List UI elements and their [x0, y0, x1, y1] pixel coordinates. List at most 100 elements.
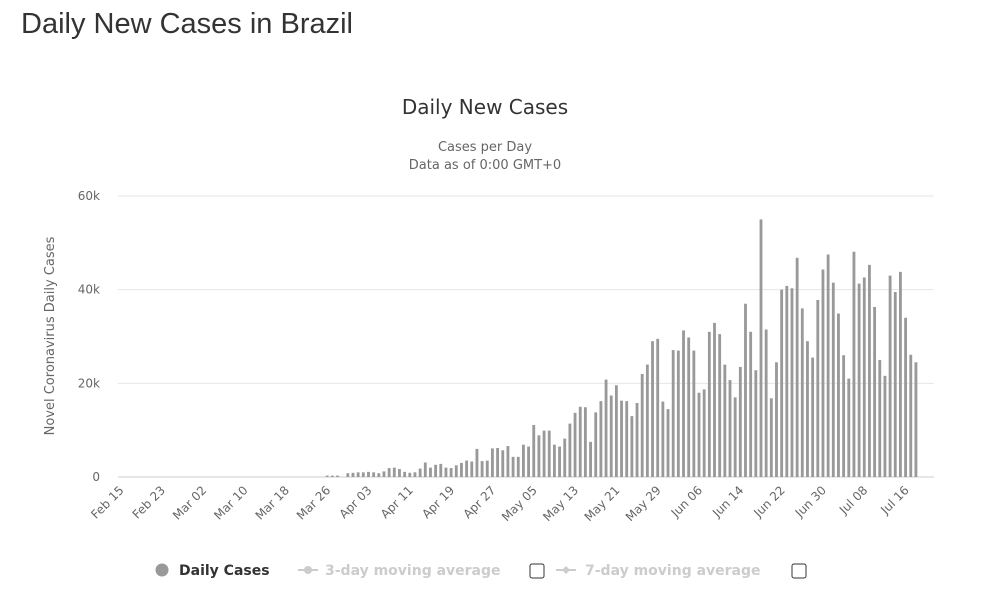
- bar[interactable]: [434, 464, 438, 477]
- bar[interactable]: [893, 292, 897, 477]
- bar[interactable]: [744, 303, 747, 477]
- bar[interactable]: [831, 282, 835, 477]
- bar[interactable]: [413, 472, 417, 477]
- bar[interactable]: [377, 473, 381, 477]
- bar[interactable]: [604, 379, 608, 477]
- bar[interactable]: [418, 468, 422, 477]
- bar[interactable]: [754, 370, 758, 477]
- bar[interactable]: [857, 283, 861, 477]
- bar[interactable]: [429, 467, 432, 477]
- bar[interactable]: [506, 446, 510, 477]
- bar[interactable]: [806, 341, 809, 477]
- bar[interactable]: [862, 277, 866, 477]
- bar[interactable]: [454, 465, 458, 477]
- bar[interactable]: [423, 462, 427, 477]
- checkbox-7-day-average[interactable]: [791, 563, 807, 579]
- bar[interactable]: [666, 409, 670, 477]
- bar[interactable]: [821, 269, 825, 477]
- bar[interactable]: [837, 313, 840, 477]
- bar[interactable]: [630, 416, 634, 477]
- bar[interactable]: [909, 354, 913, 477]
- legend-item-3-day-average[interactable]: 3-day moving average: [325, 563, 501, 579]
- bar[interactable]: [718, 334, 722, 477]
- bar[interactable]: [346, 473, 350, 477]
- checkbox-3-day-average[interactable]: [529, 563, 545, 579]
- bar[interactable]: [702, 389, 706, 477]
- bar[interactable]: [330, 475, 334, 477]
- bar[interactable]: [470, 461, 474, 477]
- bar[interactable]: [563, 438, 567, 477]
- bar[interactable]: [873, 307, 877, 477]
- bar[interactable]: [599, 401, 603, 477]
- bar[interactable]: [387, 468, 391, 477]
- bar[interactable]: [408, 472, 412, 477]
- bar[interactable]: [392, 467, 396, 477]
- bar[interactable]: [398, 469, 401, 477]
- bar[interactable]: [640, 373, 644, 477]
- bar[interactable]: [372, 472, 376, 477]
- bar[interactable]: [785, 285, 789, 477]
- bar[interactable]: [522, 444, 525, 477]
- bar[interactable]: [723, 364, 727, 477]
- bar[interactable]: [439, 463, 443, 477]
- bar[interactable]: [914, 362, 918, 477]
- bar[interactable]: [527, 446, 530, 477]
- bar[interactable]: [738, 366, 742, 477]
- legend-item-7-day-average[interactable]: 7-day moving average: [585, 563, 761, 579]
- bar[interactable]: [811, 357, 815, 477]
- bar[interactable]: [367, 471, 370, 477]
- bar[interactable]: [682, 330, 685, 477]
- bar[interactable]: [697, 392, 701, 477]
- bar[interactable]: [485, 460, 489, 477]
- bar[interactable]: [336, 475, 339, 477]
- bar[interactable]: [795, 257, 799, 477]
- bar[interactable]: [444, 467, 448, 477]
- bar[interactable]: [692, 350, 696, 477]
- bar[interactable]: [645, 364, 649, 477]
- bar[interactable]: [578, 406, 582, 477]
- bar[interactable]: [465, 460, 469, 477]
- bar[interactable]: [769, 398, 773, 477]
- bar[interactable]: [651, 341, 654, 477]
- bar[interactable]: [516, 456, 520, 477]
- bar[interactable]: [868, 264, 871, 477]
- bar[interactable]: [351, 472, 355, 477]
- bar[interactable]: [759, 219, 763, 478]
- bar[interactable]: [537, 435, 541, 477]
- bar[interactable]: [899, 271, 902, 477]
- bar[interactable]: [775, 362, 778, 477]
- bar[interactable]: [542, 430, 546, 477]
- bar[interactable]: [800, 308, 804, 477]
- bar[interactable]: [609, 395, 613, 477]
- bar[interactable]: [449, 468, 453, 477]
- bar[interactable]: [656, 338, 660, 477]
- bar[interactable]: [356, 472, 360, 477]
- bar[interactable]: [671, 350, 675, 477]
- bar[interactable]: [635, 403, 639, 477]
- bar[interactable]: [511, 456, 515, 477]
- bar[interactable]: [325, 475, 329, 477]
- bar[interactable]: [780, 289, 784, 477]
- bar[interactable]: [852, 251, 856, 477]
- bar[interactable]: [728, 380, 732, 477]
- bar[interactable]: [573, 412, 577, 477]
- bar[interactable]: [403, 471, 407, 477]
- bar[interactable]: [826, 254, 830, 477]
- bar[interactable]: [491, 448, 494, 477]
- bar[interactable]: [589, 441, 592, 478]
- bar[interactable]: [460, 462, 463, 477]
- bar[interactable]: [532, 425, 536, 477]
- bar[interactable]: [614, 385, 618, 477]
- bar[interactable]: [547, 430, 551, 477]
- bar[interactable]: [707, 331, 711, 477]
- bar[interactable]: [361, 472, 365, 477]
- bar[interactable]: [620, 400, 623, 477]
- bar[interactable]: [790, 288, 794, 477]
- bar[interactable]: [733, 397, 737, 477]
- bar[interactable]: [480, 461, 484, 477]
- bar[interactable]: [558, 446, 561, 477]
- bar[interactable]: [816, 299, 820, 477]
- bar[interactable]: [382, 471, 386, 477]
- bar[interactable]: [625, 401, 629, 477]
- bar[interactable]: [878, 359, 882, 477]
